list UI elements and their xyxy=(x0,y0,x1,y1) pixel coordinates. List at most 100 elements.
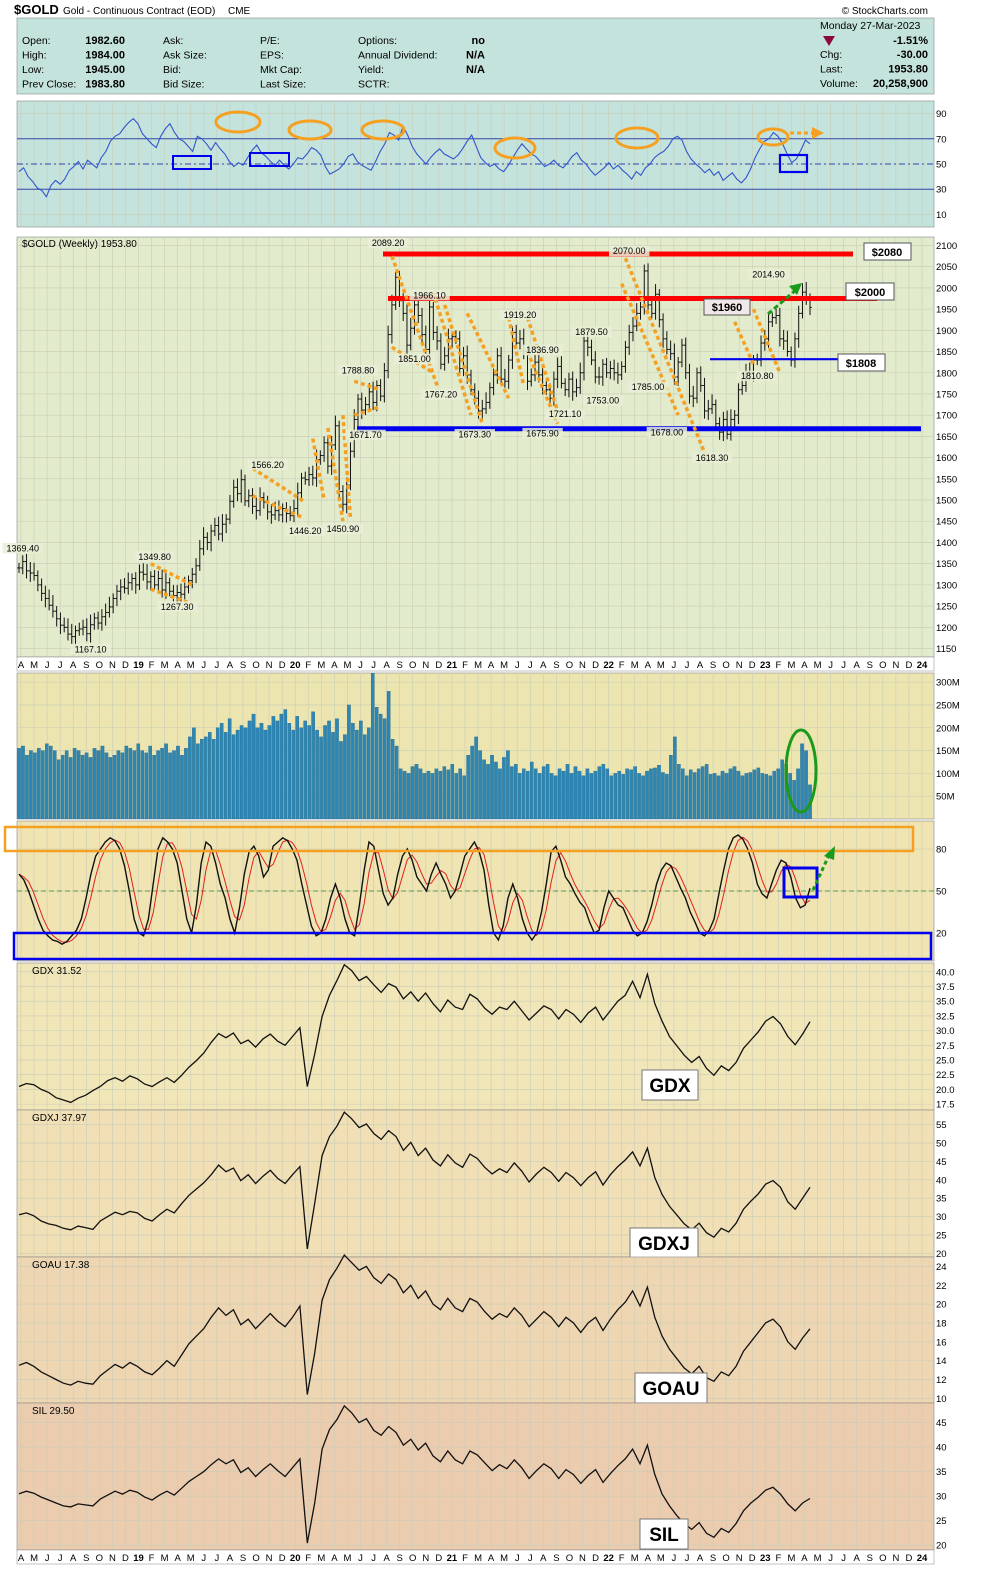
price-bar xyxy=(736,383,741,425)
volume-bar xyxy=(311,711,315,819)
x-tick-month: O xyxy=(252,660,259,671)
volume-bar xyxy=(52,750,57,819)
miner-panel-bg xyxy=(16,1109,935,1258)
price-annotation-bg xyxy=(522,344,563,356)
volume-bar xyxy=(617,770,621,819)
x-tick-month: M xyxy=(317,660,325,671)
x-tick-month: M xyxy=(343,660,351,671)
x-tick-month: S xyxy=(710,1553,716,1564)
price-annotation: 1836.90 xyxy=(526,345,559,355)
volume-bar xyxy=(295,716,300,819)
price-bar xyxy=(239,469,244,503)
volume-bar xyxy=(772,770,777,819)
price-channel-line xyxy=(620,282,680,416)
volume-bar xyxy=(537,773,542,819)
volume-bar xyxy=(712,773,717,819)
price-bar xyxy=(58,612,63,635)
miner-tick-label: 35 xyxy=(936,1467,947,1478)
volume-bar xyxy=(486,764,490,819)
price-bar xyxy=(333,415,338,450)
rsi-tick-label: 70 xyxy=(936,134,947,145)
volume-tick-label: 100M xyxy=(936,769,960,780)
quote-label: P/E: xyxy=(260,35,280,47)
volume-bar xyxy=(522,768,526,819)
price-tick-label: 2100 xyxy=(936,241,957,252)
volume-bar xyxy=(561,770,566,819)
price-bar xyxy=(167,577,172,597)
price-annotation-bg xyxy=(409,289,450,301)
rsi-blue-box-3 xyxy=(778,153,809,174)
volume-bar xyxy=(37,748,41,819)
miner-tick-label: 25 xyxy=(936,1230,947,1241)
volume-bar xyxy=(434,768,439,819)
x-tick-month: O xyxy=(409,660,416,671)
header-date: Monday 27-Mar-2023 xyxy=(820,20,921,32)
price-bar xyxy=(100,609,104,631)
volume-bar xyxy=(681,768,685,819)
quote-label: Last: xyxy=(820,64,843,76)
volume-bar xyxy=(748,772,753,819)
price-bar xyxy=(570,371,575,401)
volume-bar xyxy=(370,673,375,819)
miner-panel-goau: 24 22 20 18 16 14 12 10 GOAU 17.38 GOAU xyxy=(16,1254,947,1405)
x-tick-month: A xyxy=(801,1553,808,1564)
volume-bar xyxy=(740,775,745,819)
volume-bar xyxy=(382,718,387,819)
volume-bar xyxy=(49,745,53,819)
x-tick-month: F xyxy=(462,1553,468,1564)
miner-panel-bg xyxy=(16,1256,935,1404)
x-tick-month: J xyxy=(515,1553,520,1564)
volume-bar xyxy=(72,748,77,819)
volume-bar xyxy=(645,770,649,819)
volume-bar xyxy=(339,741,343,819)
x-tick-month: M xyxy=(30,660,38,671)
price-tick-label: 1600 xyxy=(936,453,957,464)
price-channel-line xyxy=(150,562,194,587)
volume-bar xyxy=(148,745,152,819)
x-tick-month: O xyxy=(252,1553,259,1564)
quote-label: High: xyxy=(22,50,47,62)
x-tick-month: M xyxy=(187,1553,195,1564)
x-tick-month: D xyxy=(279,1553,286,1564)
price-bar xyxy=(246,489,251,508)
volume-bar xyxy=(506,750,510,819)
volume-bar xyxy=(231,734,236,819)
volume-bar xyxy=(128,748,133,819)
x-tick-month: J xyxy=(528,1553,533,1564)
price-bar xyxy=(796,305,801,348)
volume-bar xyxy=(756,767,761,819)
x-tick-month: J xyxy=(828,660,833,671)
x-tick-month: M xyxy=(657,1553,665,1564)
miner-tick-label: 10 xyxy=(936,1394,947,1405)
price-channel-line xyxy=(251,494,303,519)
price-bar xyxy=(311,465,315,486)
price-bar xyxy=(653,284,658,320)
price-tick-label: 1900 xyxy=(936,326,957,337)
callout-1960: $1960 xyxy=(712,302,743,314)
volume-bar xyxy=(104,752,109,819)
volume-bar xyxy=(768,775,773,819)
price-bar xyxy=(774,309,778,324)
volume-bar xyxy=(152,754,156,819)
price-bar xyxy=(69,623,74,645)
x-tick-year: 19 xyxy=(133,1553,144,1564)
price-bar xyxy=(190,567,195,589)
x-tick-month: F xyxy=(305,1553,311,1564)
miner-tag-box xyxy=(629,1227,699,1259)
rsi-orange-circle-6 xyxy=(756,127,790,147)
price-bar xyxy=(28,561,33,582)
stoch-tick-label: 80 xyxy=(936,845,947,856)
x-tick-month: A xyxy=(18,1553,25,1564)
x-tick-month: O xyxy=(722,660,729,671)
x-tick-month: A xyxy=(18,660,25,671)
quote-value: 1982.60 xyxy=(85,35,125,47)
volume-bar xyxy=(633,766,637,819)
x-tick-month: A xyxy=(175,1553,182,1564)
volume-bar xyxy=(406,773,411,819)
quote-label: Ask Size: xyxy=(163,50,207,62)
volume-bar xyxy=(45,743,49,819)
volume-tick-label: 200M xyxy=(936,723,960,734)
volume-bar xyxy=(482,759,486,819)
volume-bar xyxy=(637,773,641,819)
volume-bar xyxy=(17,748,21,819)
